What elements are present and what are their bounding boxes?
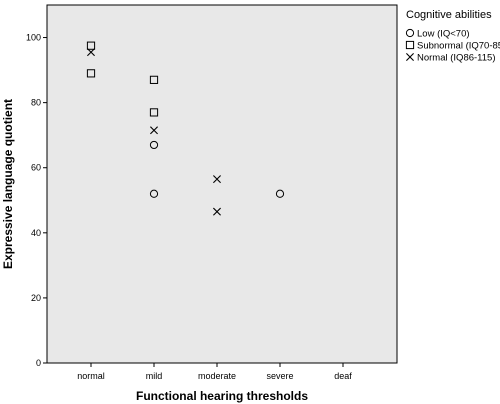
x-tick-label: normal [77,371,105,381]
data-point-square [149,75,159,84]
legend-title: Cognitive abilities [406,9,492,21]
y-tick-label: 40 [31,228,41,238]
y-axis: 0 20 40 60 80 100 [26,33,47,368]
y-tick-label: 20 [31,293,41,303]
legend: Cognitive abilities Low (IQ<70)Subnormal… [405,9,500,64]
x-tick-label: moderate [198,371,236,381]
data-point-circle [275,189,285,198]
plot-area [46,4,398,364]
legend-label: Subnormal (IQ70-85) [417,41,500,52]
data-point-x [213,207,221,216]
y-tick-label: 60 [31,163,41,173]
data-point-x [87,48,95,57]
data-point-square [86,41,96,50]
legend-label: Normal (IQ86-115) [417,53,496,64]
x-tick-label: severe [266,371,293,381]
x-tick-label: deaf [334,371,352,381]
data-point-circle [149,189,159,198]
legend-marker-x [406,53,414,61]
y-tick-label: 80 [31,98,41,108]
legend-label: Low (IQ<70) [417,29,470,40]
data-point-circle [149,140,159,150]
legend-marker-circle [405,28,415,38]
data-point-x [213,175,221,184]
x-tick-label: mild [146,371,163,381]
y-axis-title: Expressive language quotient [1,99,15,269]
data-points [86,41,285,216]
x-axis: normal mild moderate severe deaf [77,363,352,381]
y-tick-label: 0 [36,358,41,368]
data-point-square [149,108,159,117]
x-axis-title: Functional hearing thresholds [136,389,308,403]
y-tick-label: 100 [26,33,41,43]
data-point-square [86,69,96,78]
legend-marker-square [405,40,415,50]
data-point-x [150,126,158,135]
